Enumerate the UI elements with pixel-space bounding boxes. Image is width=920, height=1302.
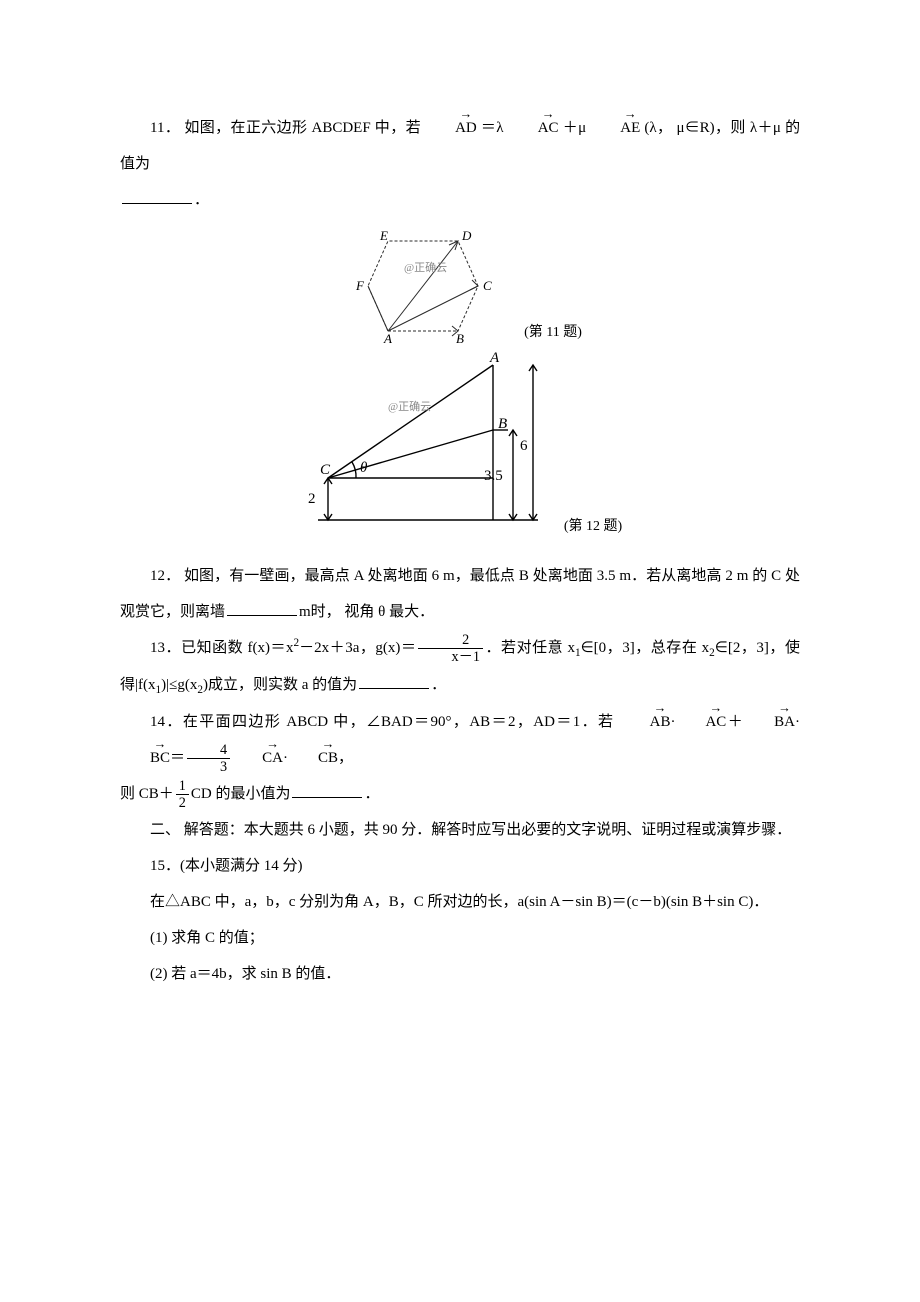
- c14: ，: [338, 750, 353, 766]
- q11-blank: [122, 188, 192, 205]
- q13-blank: [359, 673, 429, 690]
- q12-unit: m时， 视角 θ 最大．: [299, 604, 434, 620]
- q14-f2d: 2: [176, 795, 189, 810]
- q14-fn: 4: [187, 743, 230, 759]
- q15-p1: (1) 求角 C 的值；: [120, 920, 800, 956]
- q13-period: ．: [431, 677, 446, 693]
- q13-mid3: ∈[0，3]，总存在 x: [581, 640, 710, 656]
- q14-period: ．: [364, 786, 379, 802]
- q11-period: ．: [194, 192, 209, 208]
- vec-ad: AD: [425, 110, 477, 146]
- hex-f: F: [355, 278, 365, 293]
- q13-frac-num: 2: [418, 633, 483, 649]
- q12-blank: [227, 600, 297, 617]
- hex-a: A: [383, 331, 392, 346]
- p1: ＋: [726, 714, 744, 730]
- hex-d: D: [461, 228, 472, 243]
- q12-num: 12．: [150, 568, 180, 584]
- q13-pre: 已知函数 f(x)＝x: [181, 640, 293, 656]
- vec-ab: AB: [620, 704, 671, 740]
- vec-ba: BA: [744, 704, 795, 740]
- hex-e: E: [379, 228, 388, 243]
- tri-a: A: [489, 350, 500, 366]
- q11-eq1: ＝λ: [481, 120, 504, 136]
- tri-c: C: [320, 462, 331, 478]
- q11-pre: 如图，在正六边形 ABCDEF 中，若: [184, 120, 421, 136]
- tri-b: B: [498, 416, 507, 432]
- q15-head: 15．(本小题满分 14 分): [120, 848, 800, 884]
- fig11-row: A B C D E F @正确云 (第 11 题): [120, 226, 800, 346]
- q13-num: 13．: [150, 640, 181, 656]
- d2: ·: [795, 714, 800, 730]
- q15-num: 15．: [150, 858, 180, 874]
- q14-2b: CD 的最小值为: [191, 786, 291, 802]
- dim-35: 3.5: [484, 468, 503, 484]
- dim-6: 6: [520, 438, 528, 454]
- q14-f2n: 1: [176, 779, 189, 795]
- q13-mid6: )成立，则实数 a 的值为: [203, 677, 357, 693]
- vec-bc: BC: [120, 740, 170, 776]
- vec-ae: AE: [590, 110, 640, 146]
- hex-b: B: [456, 331, 464, 346]
- q14-fd: 3: [187, 759, 230, 774]
- figures: A B C D E F @正确云 (第 11 题): [120, 226, 800, 540]
- fig12-label: (第 12 题): [564, 520, 622, 540]
- vec-cb: CB: [288, 740, 338, 776]
- q12-text: 12． 如图，有一壁画，最高点 A 处离地面 6 m，最低点 B 处离地面 3.…: [120, 558, 800, 630]
- watermark-1: @正确云: [404, 261, 447, 274]
- q14-frac2: 12: [176, 779, 189, 811]
- q14-blank: [292, 782, 362, 799]
- set-r: R: [700, 120, 710, 136]
- q11-text: 11． 如图，在正六边形 ABCDEF 中，若 AD ＝λ AC ＋μ AE (…: [120, 110, 800, 182]
- hex-c: C: [483, 278, 492, 293]
- q15-p2: (2) 若 a＝4b，求 sin B 的值．: [120, 956, 800, 992]
- q12-body: 如图，有一壁画，最高点 A 处离地面 6 m，最低点 B 处离地面 3.5 m．…: [120, 568, 800, 620]
- q13-mid1: －2x＋3a，g(x)＝: [299, 640, 416, 656]
- vec-ca: CA: [232, 740, 283, 776]
- q11-num: 11．: [150, 120, 180, 136]
- q13-frac: 2x－1: [418, 633, 483, 665]
- q13-mid5: )|≤g(x: [161, 677, 197, 693]
- vec-ac2: AC: [675, 704, 726, 740]
- q14-line2: 则 CB＋12CD 的最小值为 ．: [120, 776, 800, 812]
- fig11-label: (第 11 题): [524, 326, 582, 346]
- q11-plus: ＋μ: [563, 120, 586, 136]
- q13-frac-den: x－1: [418, 649, 483, 664]
- fig12-triangle: A B C θ 2 3.5 6 @正确云: [298, 350, 558, 540]
- tri-theta: θ: [360, 460, 368, 476]
- q11-paren: (λ， μ∈: [644, 120, 699, 136]
- q15-points: (本小题满分 14 分): [180, 858, 303, 874]
- q13-mid2: ．若对任意 x: [485, 640, 575, 656]
- vec-ac: AC: [508, 110, 559, 146]
- q14-2a: 则 CB＋: [120, 786, 174, 802]
- q11-blank-line: ．: [120, 182, 800, 218]
- dim-2: 2: [308, 491, 316, 507]
- q14-frac: 43: [187, 743, 230, 775]
- fig11-hexagon: A B C D E F @正确云: [338, 226, 518, 346]
- fig12-row: A B C θ 2 3.5 6 @正确云 (第 12 题): [120, 350, 800, 540]
- q15-body: 在△ABC 中，a，b，c 分别为角 A，B，C 所对边的长，a(sin A－s…: [120, 884, 800, 920]
- watermark-2: @正确云: [388, 400, 431, 413]
- section2: 二、 解答题：本大题共 6 小题，共 90 分．解答时应写出必要的文字说明、证明…: [120, 812, 800, 848]
- eq14: ＝: [170, 750, 185, 766]
- q14-text: 14．在平面四边形 ABCD 中，∠BAD＝90°，AB＝2，AD＝1．若 AB…: [120, 704, 800, 776]
